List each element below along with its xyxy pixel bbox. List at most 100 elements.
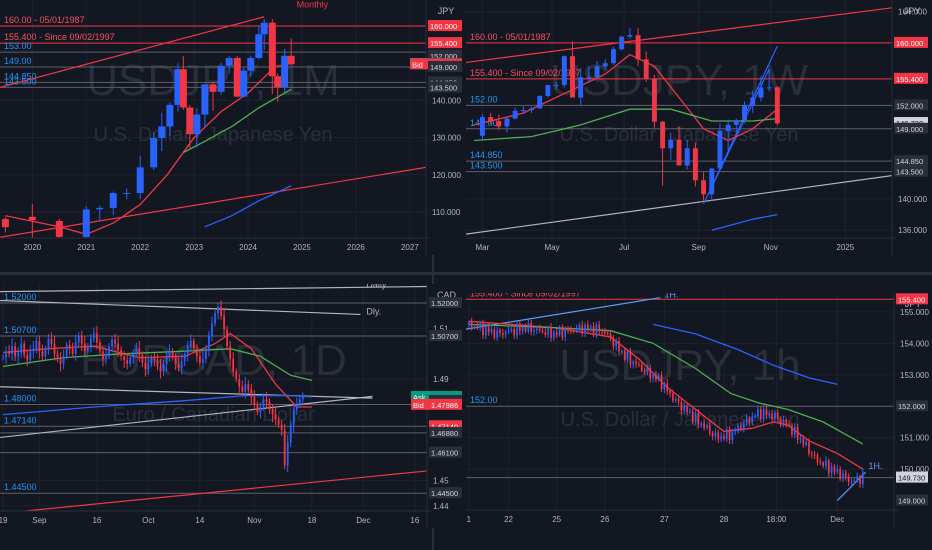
price-tag: Ask — [413, 393, 426, 402]
candle — [750, 97, 756, 106]
candle — [584, 324, 586, 334]
candle — [578, 77, 584, 98]
candle — [561, 327, 564, 338]
price-label: 1.52000 — [431, 299, 458, 308]
candle — [643, 59, 649, 79]
level-label: 144.850 — [4, 71, 37, 81]
candle — [44, 348, 47, 357]
price-label: 155.400 — [896, 75, 923, 84]
candle — [55, 220, 63, 237]
moving-average-fast — [474, 53, 778, 142]
candle — [74, 342, 77, 354]
candle — [295, 404, 298, 410]
trendline — [0, 285, 427, 293]
candle — [488, 117, 494, 121]
moving-average-mid — [468, 323, 864, 445]
candle — [225, 58, 233, 66]
price-label-box — [896, 471, 928, 483]
candle — [479, 117, 485, 136]
price-label-box — [428, 81, 462, 93]
price-label-box — [428, 60, 462, 72]
candle — [68, 344, 71, 349]
candle — [32, 348, 35, 352]
candle — [238, 379, 241, 387]
x-tick-label: 2022 — [131, 243, 149, 252]
candle — [701, 180, 707, 195]
candle — [697, 412, 700, 424]
candle — [192, 341, 195, 349]
candle — [856, 476, 859, 481]
candle — [65, 344, 68, 357]
price-label: 152.000 — [898, 402, 925, 411]
trendline-label: Daily — [366, 279, 387, 289]
y-tick-label: 110.000 — [432, 208, 461, 217]
candle — [516, 324, 518, 336]
candle — [813, 454, 816, 456]
candle — [601, 331, 603, 333]
candle — [301, 396, 304, 400]
candle — [80, 335, 83, 344]
candle — [158, 126, 166, 138]
candle — [714, 432, 717, 437]
level-label: 144.850 — [470, 150, 503, 160]
candle — [635, 35, 641, 60]
candle — [141, 355, 144, 363]
candle — [8, 351, 10, 354]
candle — [578, 324, 581, 329]
candle — [691, 411, 694, 422]
x-tick-label: 2026 — [347, 243, 365, 252]
candle — [186, 107, 194, 135]
candle — [657, 375, 660, 380]
x-tick-label: 14 — [195, 516, 204, 525]
candle — [183, 353, 186, 362]
candle — [77, 335, 80, 343]
candle — [28, 216, 36, 221]
candle — [742, 105, 747, 121]
candle — [138, 348, 141, 356]
candle — [847, 476, 850, 482]
candle — [162, 363, 165, 372]
moving-average-slow — [711, 213, 778, 231]
candle — [268, 401, 271, 410]
candle — [740, 425, 742, 430]
candle — [259, 407, 262, 413]
plot-area: USDJPY, 1WU.S. Dollar / Japanese Yen160.… — [466, 0, 892, 238]
candle — [292, 409, 295, 425]
trendline-label: 1H. — [868, 461, 882, 471]
candle — [484, 326, 487, 336]
candle — [785, 419, 788, 425]
x-tick-label: 2027 — [401, 243, 419, 252]
level-label: 1.52000 — [4, 292, 37, 302]
candle — [223, 315, 226, 330]
x-tick-label: May — [544, 243, 559, 252]
x-tick-label: 26 — [600, 515, 609, 524]
candle — [776, 412, 779, 419]
candle — [114, 339, 116, 344]
x-tick-label: 25 — [552, 515, 561, 524]
candle — [808, 442, 810, 454]
candle — [680, 401, 683, 411]
candle — [575, 328, 578, 332]
candle — [1, 219, 9, 228]
candle — [734, 431, 737, 433]
price-label-box — [429, 297, 462, 309]
candle — [723, 436, 725, 440]
y-tick-label: 1.44 — [433, 502, 449, 511]
candle — [507, 330, 510, 332]
level-label: 160.00 - 05/01/1987 — [470, 32, 551, 42]
candle — [171, 351, 174, 358]
plot-area: USDJPY, 1MU.S. Dollar / Japanese Yen160.… — [0, 0, 426, 238]
currency-label: CAD — [437, 290, 457, 300]
candle — [520, 110, 526, 112]
x-tick-label: Dec — [830, 515, 844, 524]
candle — [666, 383, 669, 391]
y-tick-label: 164.000 — [898, 8, 927, 17]
level-label: 1.44500 — [4, 482, 37, 492]
x-tick-label: Mar — [475, 243, 489, 252]
candle — [757, 409, 759, 417]
y-tick-label: 153.000 — [900, 371, 929, 380]
candle — [692, 148, 698, 181]
candle — [745, 418, 748, 423]
